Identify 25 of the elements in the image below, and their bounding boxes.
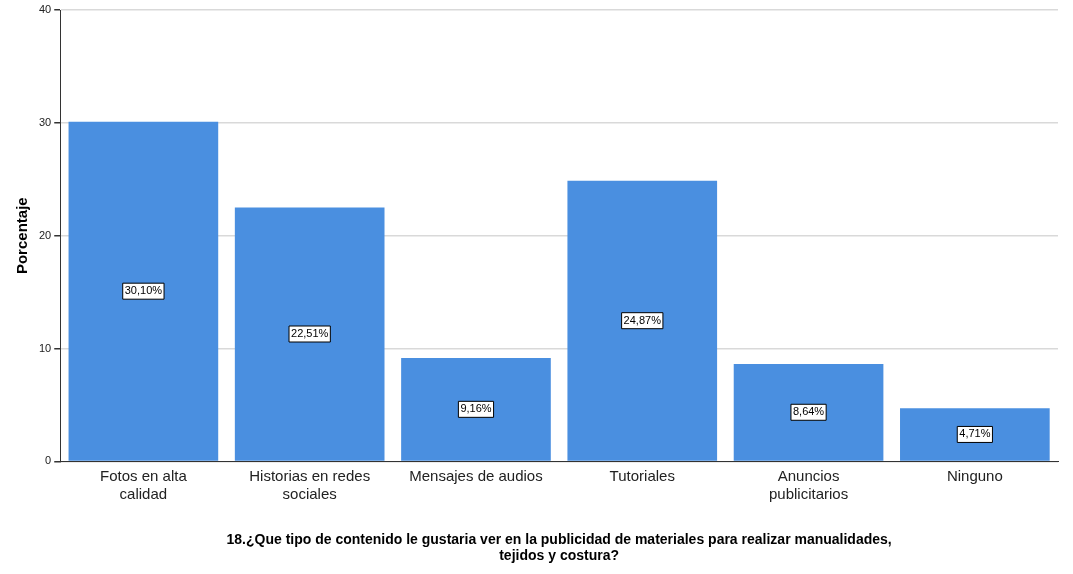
x-tick-label: Mensajes de audios [409, 466, 543, 484]
data-label: 24,87% [623, 313, 662, 326]
bar [567, 180, 718, 461]
bar [401, 358, 551, 461]
x-tick-label: Historias en redes sociales [249, 466, 371, 502]
x-axis-title: 18.¿Que tipo de contenido le gustaria ver en la publicidad de materiales para realizar manualidades, tejidos y costura? [226, 530, 892, 564]
data-label: 30,10% [124, 284, 163, 297]
x-tick-label: Anuncios publicitarios [768, 466, 849, 502]
y-tick-label: 30 [38, 115, 52, 128]
bar [68, 121, 219, 461]
x-tick-label: Ninguno [946, 466, 1003, 484]
data-label: 9,16% [460, 402, 492, 415]
data-label: 4,71% [959, 427, 991, 440]
data-label: 22,51% [291, 327, 329, 340]
x-tick-label: Fotos en alta calidad [100, 466, 188, 502]
y-tick-label: 10 [38, 341, 52, 354]
y-tick-label: 40 [38, 3, 52, 16]
y-tick-label: 20 [38, 228, 52, 241]
bar [234, 207, 385, 461]
bar [900, 408, 1050, 461]
x-tick-label: Tutoriales [609, 466, 675, 484]
y-tick-label: 0 [45, 454, 52, 467]
y-axis-title: Porcentaje [13, 197, 31, 275]
bar [733, 363, 884, 461]
data-label: 8,64% [792, 405, 825, 418]
